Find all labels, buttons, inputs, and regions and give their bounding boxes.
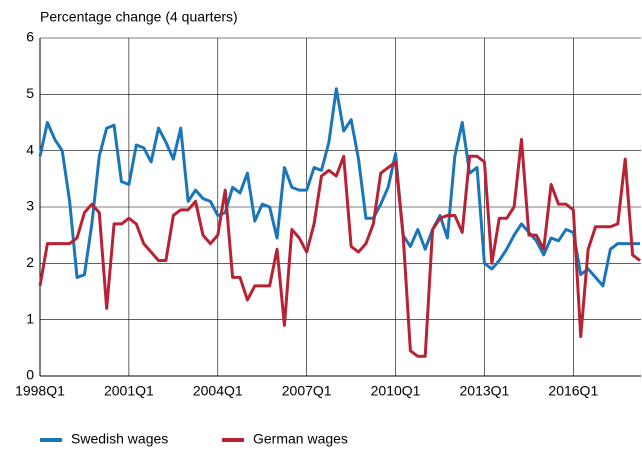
y-tick-label: 5 xyxy=(26,85,34,101)
y-tick-label: 0 xyxy=(26,367,34,383)
legend-label: Swedish wages xyxy=(71,431,168,447)
data-line xyxy=(38,137,641,358)
x-tick-label: 2016Q1 xyxy=(548,383,598,399)
y-tick-label: 6 xyxy=(26,29,34,45)
x-tick-label: 2010Q1 xyxy=(371,383,421,399)
legend-label: German wages xyxy=(253,431,348,447)
x-tick-label: 2007Q1 xyxy=(282,383,332,399)
x-tick-label: 2013Q1 xyxy=(460,383,510,399)
data-line xyxy=(38,87,640,288)
chart-subtitle: Percentage change (4 quarters) xyxy=(40,9,238,25)
y-tick-label: 3 xyxy=(26,198,34,214)
y-tick-label: 2 xyxy=(26,254,34,270)
x-tick-label: 1998Q1 xyxy=(15,383,65,399)
y-tick-label: 4 xyxy=(26,141,34,157)
x-tick-label: 2004Q1 xyxy=(193,383,243,399)
y-tick-label: 1 xyxy=(26,310,34,326)
x-tick-label: 2001Q1 xyxy=(104,383,154,399)
